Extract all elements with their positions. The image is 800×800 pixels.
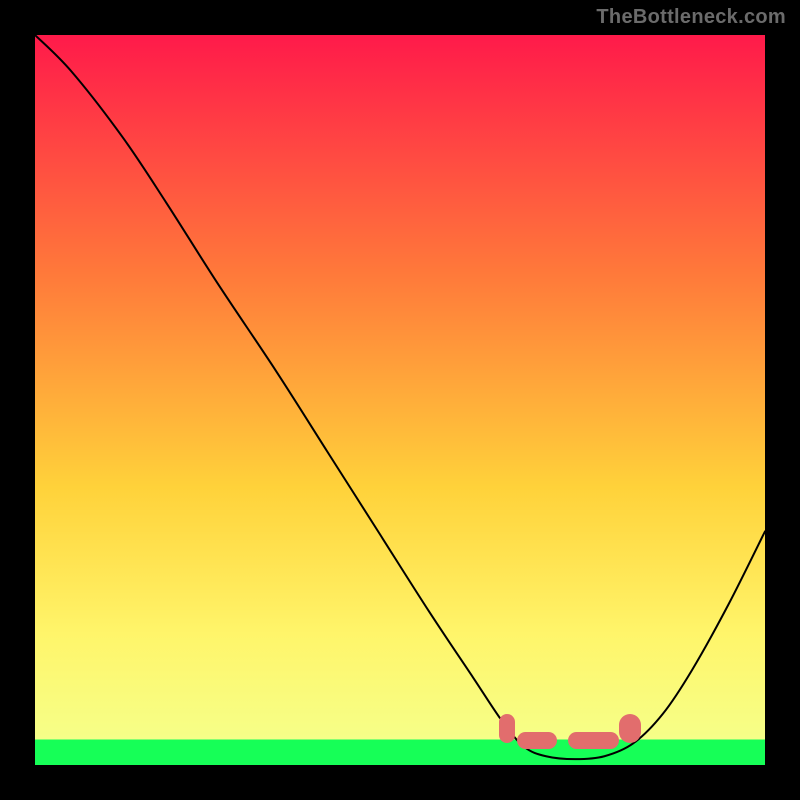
curve-path xyxy=(35,35,765,759)
highlight-bar-left xyxy=(517,732,557,749)
highlight-cap-right xyxy=(619,714,641,743)
bottleneck-chart-area xyxy=(35,35,765,765)
highlight-cap-left xyxy=(499,714,516,743)
bottleneck-curve xyxy=(35,35,765,765)
watermark-text: TheBottleneck.com xyxy=(596,6,786,29)
highlight-bar-right xyxy=(568,732,619,749)
